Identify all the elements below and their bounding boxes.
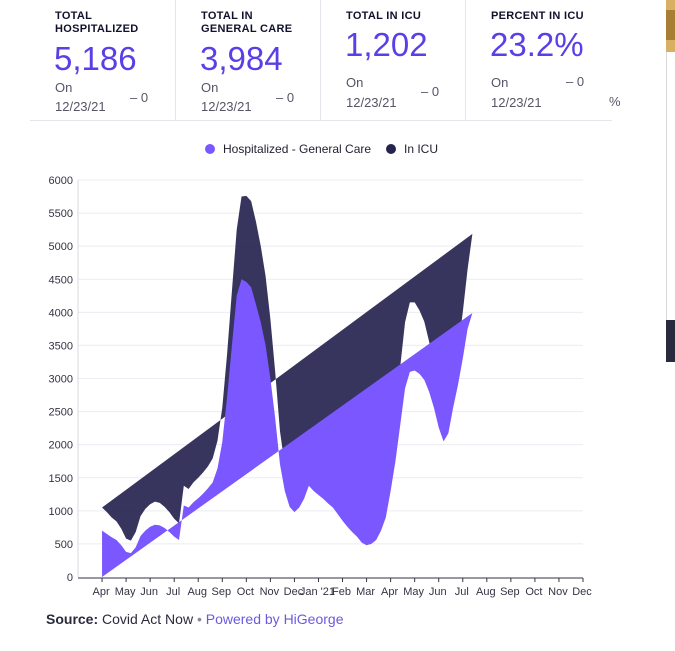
stat-on-label: On <box>346 75 364 90</box>
y-tick-label: 2500 <box>49 407 73 419</box>
y-tick-label: 0 <box>67 572 73 584</box>
adjacent-panel-edge <box>666 0 675 362</box>
x-tick-label: Nov <box>260 586 280 598</box>
x-tick-label: Sep <box>211 586 231 598</box>
x-tick-label: May <box>115 586 136 598</box>
x-tick-label: Jul <box>455 586 469 598</box>
y-tick-label: 1500 <box>49 473 73 485</box>
stat-label: TOTAL IN GENERAL CARE <box>201 10 293 35</box>
stat-change: – 0 <box>276 90 295 105</box>
y-tick-label: 3000 <box>49 374 73 386</box>
stat-label: TOTAL IN ICU <box>346 10 422 22</box>
stat-change: – 0 <box>130 90 149 105</box>
y-tick-label: 5500 <box>49 208 73 220</box>
source-separator: • <box>196 611 202 627</box>
y-tick-label: 5000 <box>49 241 73 253</box>
x-tick-label: Apr <box>92 586 109 598</box>
x-tick-label: Mar <box>356 586 375 598</box>
x-tick-label: Aug <box>187 586 207 598</box>
stat-label: TOTAL HOSPITALIZED <box>55 10 139 35</box>
series-area-general-care <box>102 279 473 577</box>
chart-legend: Hospitalized - General Care In ICU <box>0 142 675 158</box>
x-tick-label: Oct <box>237 586 254 598</box>
stat-value: 3,984 <box>200 40 283 77</box>
stat-value: 1,202 <box>345 26 428 63</box>
stat-total-hospitalized: TOTAL HOSPITALIZED 5,186 On 12/23/21 – 0 <box>30 0 175 120</box>
x-tick-label: Apr <box>381 586 398 598</box>
stat-date: 12/23/21 <box>201 99 252 114</box>
legend-label: In ICU <box>404 142 439 156</box>
stat-value: 5,186 <box>54 40 137 77</box>
legend-dot-icon <box>386 144 396 154</box>
stat-change: – 0 <box>566 74 585 89</box>
x-tick-label: Dec <box>572 586 592 598</box>
x-tick-label: Jun <box>140 586 158 598</box>
stats-bar: TOTAL HOSPITALIZED 5,186 On 12/23/21 – 0… <box>30 0 621 121</box>
adjacent-image-shadow <box>666 10 675 40</box>
y-tick-label: 4500 <box>49 274 73 286</box>
stat-on-label: On <box>491 75 509 90</box>
y-tick-label: 2000 <box>49 440 73 452</box>
source-label: Source: <box>46 611 99 627</box>
adjacent-panel-body <box>666 52 675 320</box>
stat-label: PERCENT IN ICU <box>491 10 584 22</box>
stat-on-label: On <box>201 80 219 95</box>
source-text: Covid Act Now <box>102 611 194 627</box>
x-tick-label: Jun <box>429 586 447 598</box>
legend-item-general-care[interactable]: Hospitalized - General Care <box>205 142 371 156</box>
stat-date: 12/23/21 <box>491 95 542 110</box>
legend-label: Hospitalized - General Care <box>223 142 372 156</box>
legend-dot-icon <box>205 144 215 154</box>
y-tick-label: 4000 <box>49 307 73 319</box>
x-tick-label: Jul <box>166 586 180 598</box>
legend-item-icu[interactable]: In ICU <box>386 142 438 156</box>
stat-total-icu: TOTAL IN ICU 1,202 On 12/23/21 – 0 <box>320 0 466 120</box>
x-tick-label: Aug <box>476 586 496 598</box>
x-tick-label: Jan '21 <box>300 586 335 598</box>
y-tick-label: 3500 <box>49 340 73 352</box>
x-tick-label: Sep <box>500 586 520 598</box>
y-tick-label: 6000 <box>49 175 73 187</box>
stat-change: – 0 <box>421 84 440 99</box>
stat-date: 12/23/21 <box>55 99 106 114</box>
stat-date: 12/23/21 <box>346 95 397 110</box>
stat-general-care: TOTAL IN GENERAL CARE 3,984 On 12/23/21 … <box>175 0 321 120</box>
source-line: Source: Covid Act Now • Powered by HiGeo… <box>46 611 344 627</box>
x-tick-label: Oct <box>525 586 542 598</box>
stat-change-unit: % <box>609 94 621 109</box>
stat-percent-icu: PERCENT IN ICU 23.2% On 12/23/21 – 0 % <box>465 0 621 120</box>
x-tick-label: Dec <box>284 586 304 598</box>
stat-on-label: On <box>55 80 73 95</box>
powered-by-link[interactable]: Powered by HiGeorge <box>205 611 344 627</box>
y-tick-label: 1000 <box>49 506 73 518</box>
x-tick-label: May <box>403 586 424 598</box>
stat-value: 23.2% <box>490 26 584 63</box>
x-tick-label: Nov <box>548 586 568 598</box>
y-tick-label: 500 <box>55 539 73 551</box>
x-tick-label: Feb <box>332 586 351 598</box>
